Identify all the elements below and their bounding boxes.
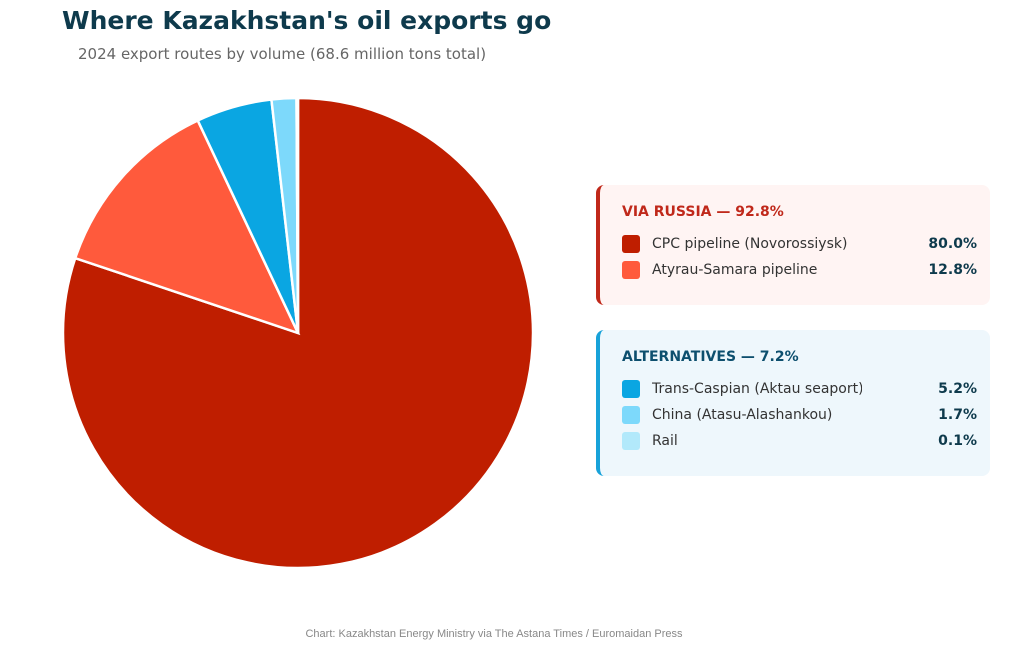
legend-item: Rail 0.1%	[622, 432, 977, 452]
pie-slice	[295, 96, 300, 334]
chart-subtitle: 2024 export routes by volume (68.6 milli…	[78, 45, 487, 63]
legend-item: CPC pipeline (Novorossiysk) 80.0%	[622, 235, 977, 255]
legend-group-title: VIA RUSSIA — 92.8%	[622, 204, 784, 220]
legend-label: CPC pipeline (Novorossiysk)	[652, 236, 848, 252]
legend-label: China (Atasu-Alashankou)	[652, 407, 833, 423]
legend-label: Atyrau-Samara pipeline	[652, 262, 818, 278]
legend-value: 12.8%	[928, 262, 977, 278]
legend-swatch	[622, 380, 640, 398]
legend-swatch	[622, 261, 640, 279]
chart-title: Where Kazakhstan's oil exports go	[62, 6, 552, 35]
legend-item: Atyrau-Samara pipeline 12.8%	[622, 261, 977, 281]
legend-swatch	[622, 432, 640, 450]
legend-swatch	[622, 406, 640, 424]
legend-label: Rail	[652, 433, 678, 449]
legend-swatch	[622, 235, 640, 253]
pie-slice	[73, 118, 301, 336]
legend-value: 0.1%	[938, 433, 977, 449]
legend-value: 80.0%	[928, 236, 977, 252]
legend-item: China (Atasu-Alashankou) 1.7%	[622, 406, 977, 426]
legend-label: Trans-Caspian (Aktau seaport)	[652, 381, 862, 397]
legend-item: Trans-Caspian (Aktau seaport) 5.2%	[622, 380, 977, 400]
legend-value: 1.7%	[938, 407, 977, 423]
legend-value: 5.2%	[938, 381, 977, 397]
pie-chart	[61, 96, 535, 570]
legend-group-title: ALTERNATIVES — 7.2%	[622, 349, 799, 365]
legend-panel: ALTERNATIVES — 7.2% Trans-Caspian (Aktau …	[596, 330, 990, 476]
legend-panel: VIA RUSSIA — 92.8% CPC pipeline (Novoross…	[596, 185, 990, 305]
source-note: Chart: Kazakhstan Energy Ministry via Th…	[305, 628, 683, 640]
